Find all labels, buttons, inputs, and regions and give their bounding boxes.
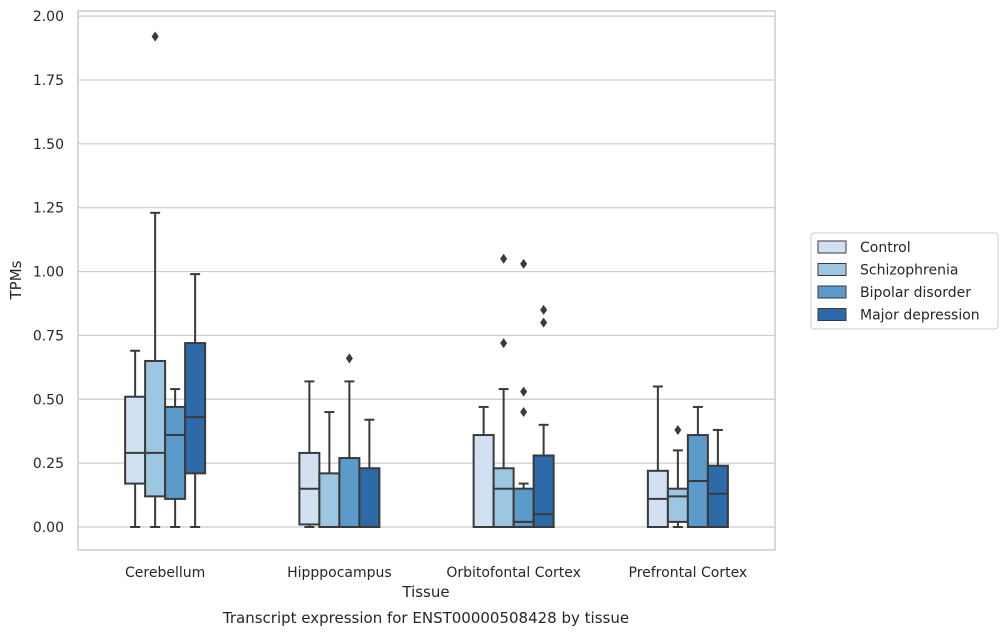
plot-frame [77,10,776,551]
box [338,353,361,529]
box [532,304,555,529]
x-tick-label: Cerebellum [125,565,205,581]
chart-caption: Transcript expression for ENST0000050842… [222,609,629,627]
y-tick-label: 0.75 [33,328,64,344]
outlier-point [345,353,353,364]
box [358,418,381,529]
category-group [472,253,555,529]
box [512,258,535,529]
box-body [706,464,729,529]
category-group [298,353,381,529]
box-body [666,487,689,523]
box-groups [124,31,729,529]
box-body [124,395,147,485]
y-tick-label: 1.50 [33,137,64,153]
outlier-point [540,317,548,328]
box-body [318,472,341,529]
outlier-point [151,31,159,42]
box [646,385,669,529]
box-body [144,359,167,498]
box-body [184,342,207,475]
y-axis-title: TPMs [7,260,25,300]
x-tick-labels: Cerebellum Hipppocampus Orbitofontal Corte… [125,565,747,581]
box [686,405,709,529]
legend-swatch [817,263,847,276]
legend: Control Schizophrenia Bipolar disorder Majo… [810,232,999,330]
box [124,349,147,529]
x-tick-label: Prefrontal Cortex [629,565,748,581]
box [318,411,341,529]
category-group [646,385,729,529]
outlier-point [500,338,508,349]
legend-swatch [817,308,847,321]
legend-swatch [817,240,847,254]
box [666,424,689,529]
y-tick-label: 1.25 [33,201,64,217]
y-tick-label: 0.25 [33,456,64,472]
y-tick-labels: 0.00 0.25 0.50 0.75 1.00 1.25 1.50 1.75 2.00 [33,9,64,536]
box [706,428,729,529]
legend-label: Major depression [860,308,980,324]
y-tick-label: 0.50 [33,392,64,408]
x-tick-label: Hipppocampus [287,565,392,581]
legend-label: Bipolar disorder [860,285,971,301]
y-tick-label: 2.00 [33,9,64,25]
x-axis-title: Tissue [401,583,449,601]
outlier-point [540,304,548,315]
legend-swatch [817,285,847,299]
legend-frame [810,232,999,330]
box-body [472,434,495,529]
outlier-point [520,258,528,269]
box-body [492,467,515,529]
box [492,253,515,529]
box [144,31,167,529]
outlier-point [500,253,508,264]
box-body [358,467,381,529]
y-tick-label: 1.75 [33,73,64,89]
outlier-point [520,407,528,418]
legend-label: Control [860,240,911,256]
box-body [532,454,555,529]
box [472,405,495,529]
y-tick-label: 0.00 [33,520,64,536]
box [184,273,207,529]
box [164,388,187,529]
legend-label: Schizophrenia [860,263,958,279]
y-tick-label: 1.00 [33,265,64,281]
outlier-point [520,386,528,397]
box-body [164,405,187,500]
box [298,380,321,529]
outlier-point [674,424,682,435]
box-body [338,457,361,529]
x-tick-label: Orbitofontal Cortex [446,565,581,581]
category-group [124,31,207,529]
